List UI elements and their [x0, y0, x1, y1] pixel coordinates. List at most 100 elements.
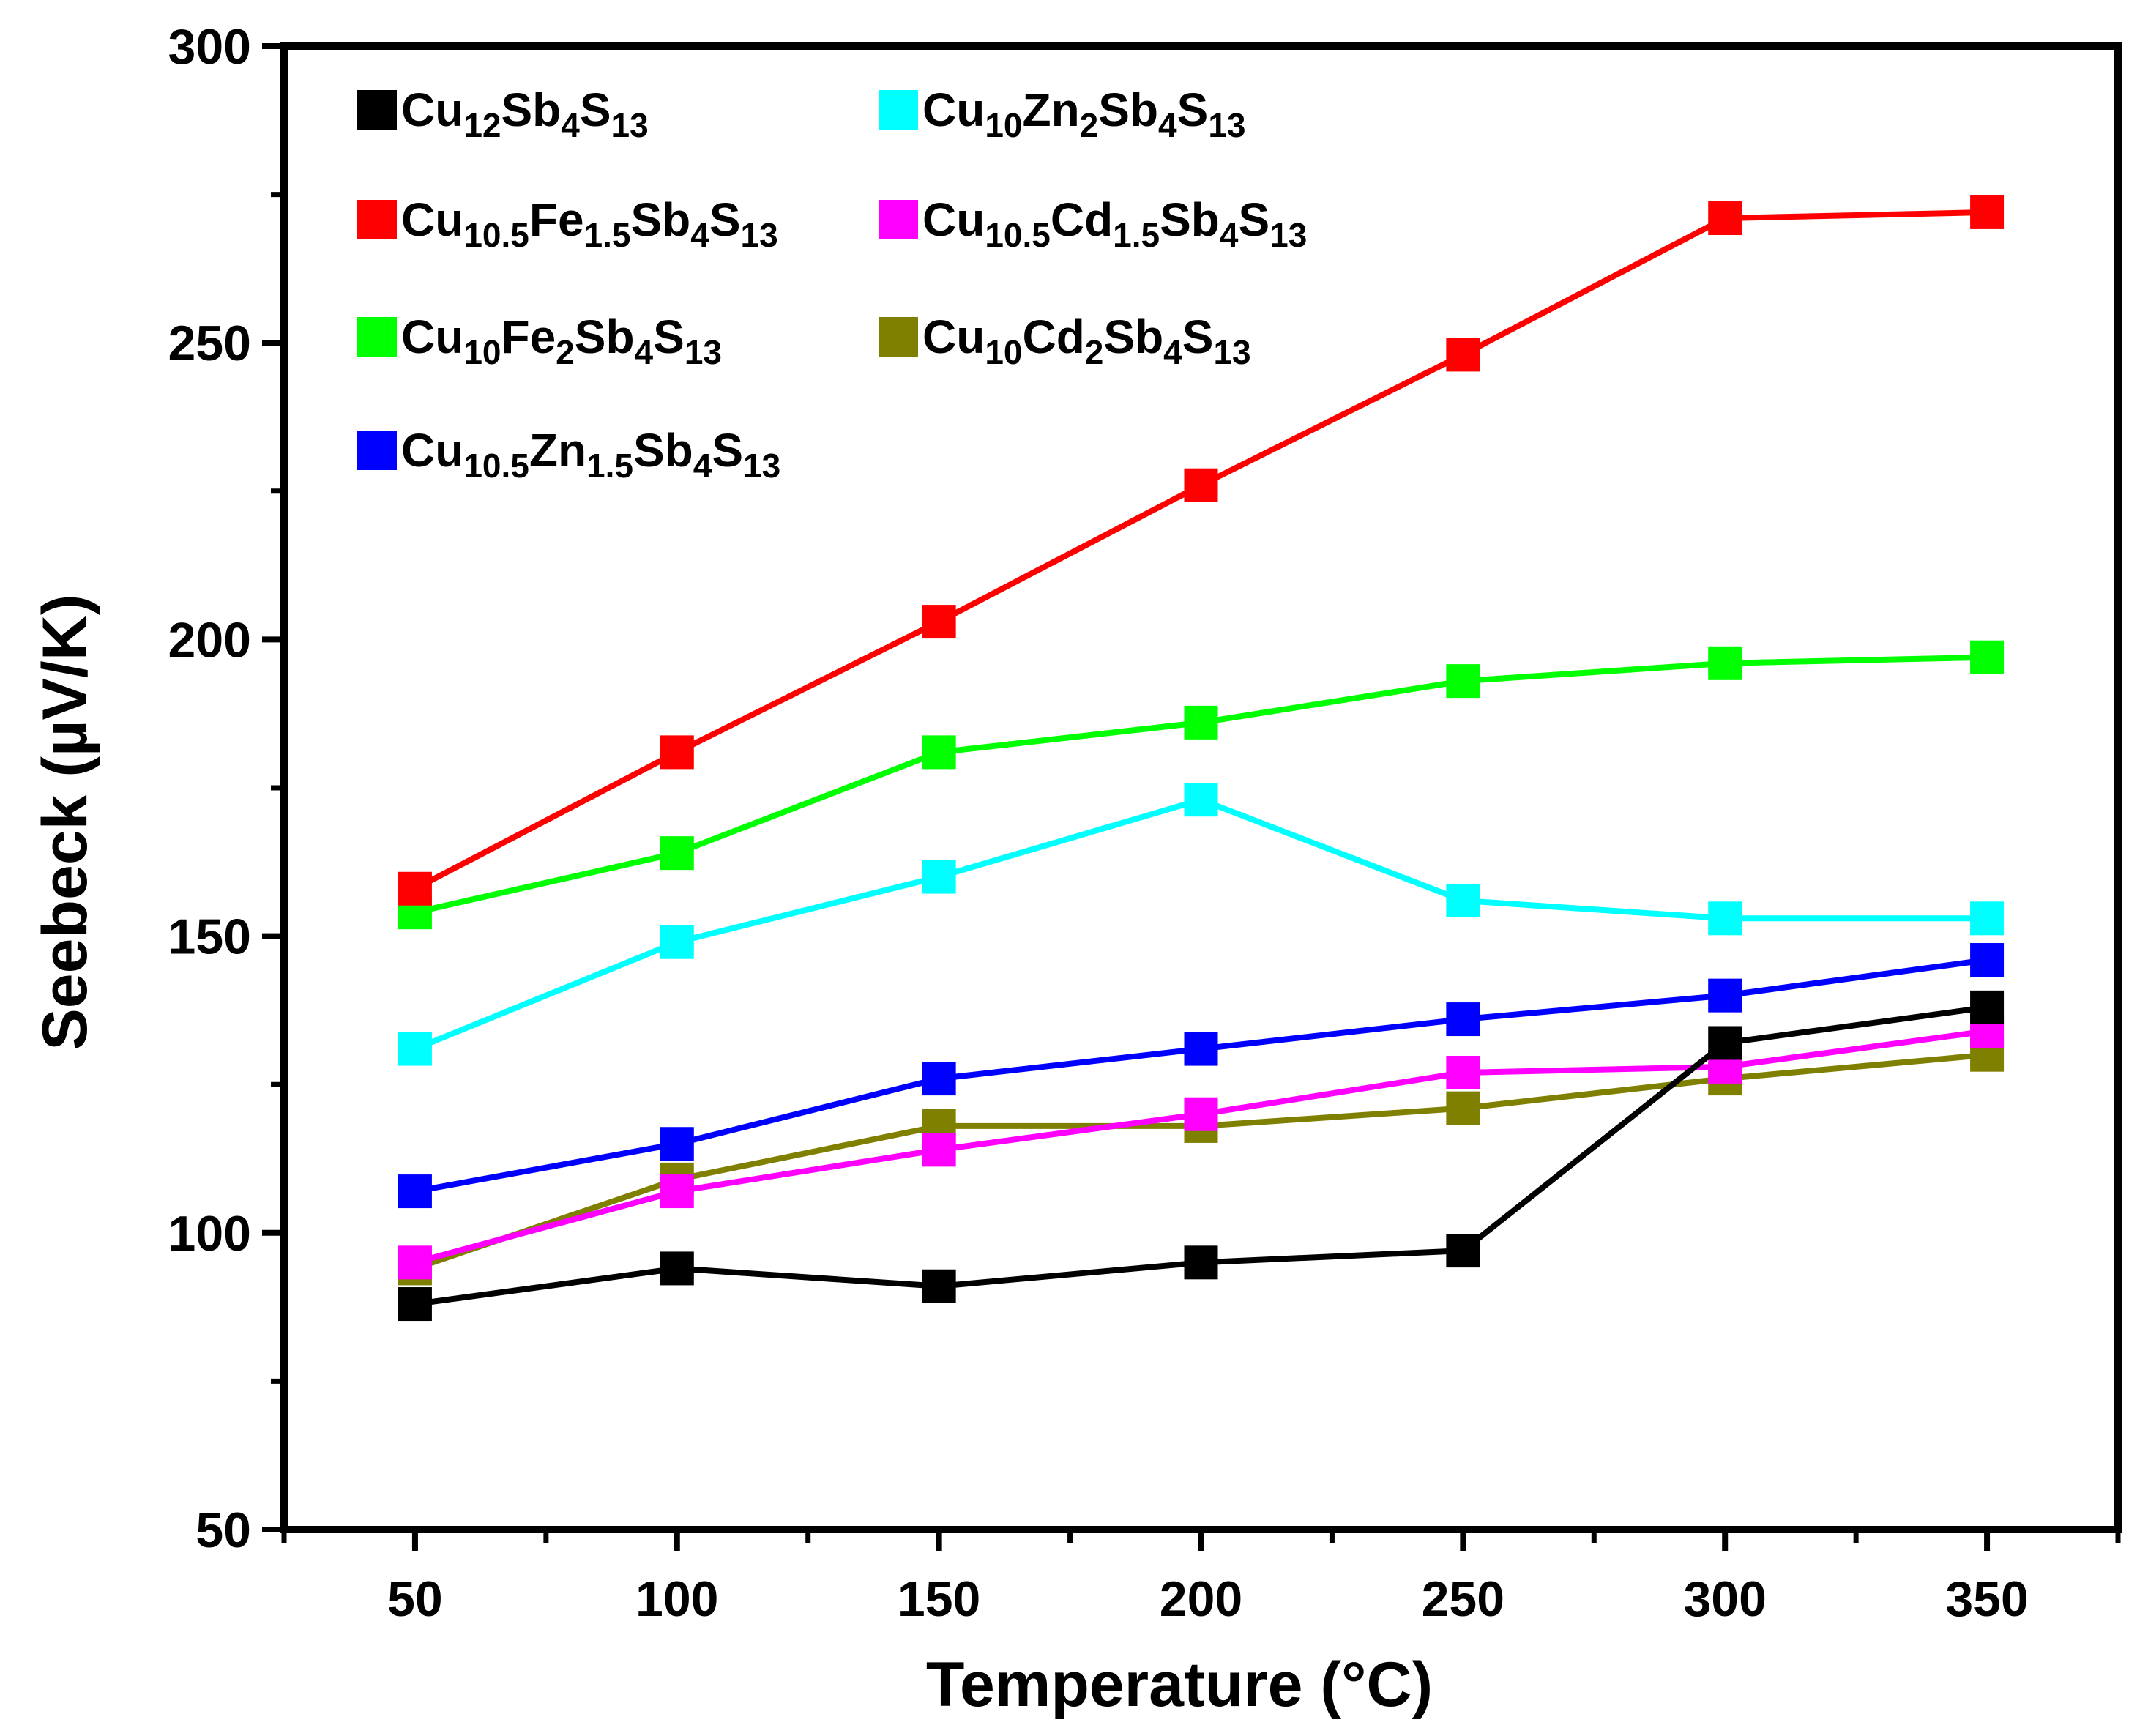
legend-subscript: 13 — [743, 447, 780, 485]
data-point — [398, 1287, 432, 1322]
series-Cu10Zn2Sb4S13 — [398, 783, 2005, 1066]
data-point — [1970, 943, 2005, 977]
y-axis-title: Seebeck (µV/K) — [30, 594, 100, 1050]
y-tick-label: 100 — [168, 1206, 251, 1262]
legend-label: Cu10Fe2Sb4S13 — [401, 310, 722, 371]
legend-subscript: 10 — [985, 333, 1022, 371]
data-point — [1446, 1091, 1480, 1125]
legend-swatch — [879, 200, 918, 239]
legend-subscript: 4 — [1158, 106, 1177, 144]
legend-text-part: S — [1177, 83, 1209, 136]
legend-subscript: 13 — [685, 333, 722, 371]
legend-text-part: Cu — [401, 310, 463, 363]
data-point — [398, 1032, 432, 1066]
legend-text-part: Cu — [401, 193, 463, 246]
legend-subscript: 1.5 — [1113, 216, 1160, 254]
legend-subscript: 2 — [1080, 106, 1099, 144]
legend-text-part: Fe — [501, 310, 556, 363]
data-point — [1970, 640, 2005, 674]
data-point — [922, 735, 956, 770]
data-point — [1184, 468, 1218, 502]
legend-subscript: 2 — [556, 333, 575, 371]
legend-text-part: S — [709, 193, 741, 246]
legend-text-part: Cu — [401, 83, 463, 136]
legend-text-part: S — [712, 424, 743, 477]
data-point — [1446, 664, 1480, 699]
legend-text-part: S — [653, 310, 685, 363]
data-point — [1446, 883, 1480, 917]
legend-subscript: 13 — [611, 106, 649, 144]
legend-swatch — [879, 317, 918, 357]
x-tick-label: 250 — [1422, 1571, 1504, 1627]
legend-text-part: Sb — [1098, 83, 1158, 136]
data-point — [398, 1245, 432, 1280]
legend-text-part: Sb — [501, 83, 561, 136]
series-Cu10Fe2Sb4S13 — [398, 640, 2005, 930]
legend-text-part: Cd — [1051, 193, 1113, 246]
legend-text-part: Cu — [922, 310, 985, 363]
legend-label: Cu12Sb4S13 — [401, 83, 649, 144]
y-tick-label: 250 — [168, 316, 251, 371]
legend-item: Cu10.5Zn1.5Sb4S13 — [357, 424, 780, 485]
legend-item: Cu10.5Fe1.5Sb4S13 — [357, 193, 778, 254]
legend-text-part: Cu — [922, 193, 985, 246]
data-point — [1446, 1055, 1480, 1089]
series-layer — [398, 195, 2005, 1322]
legend-item: Cu10Zn2Sb4S13 — [879, 83, 1246, 144]
legend-text-part: S — [1238, 193, 1269, 246]
legend-subscript: 10.5 — [463, 447, 529, 485]
legend-item: Cu10.5Cd1.5Sb4S13 — [879, 193, 1307, 254]
data-point — [1184, 1245, 1218, 1280]
legend-subscript: 4 — [635, 333, 654, 371]
y-tick-label: 150 — [168, 909, 251, 965]
data-point — [922, 1269, 956, 1303]
legend-swatch — [357, 90, 397, 130]
legend-swatch — [357, 317, 397, 357]
data-point — [1970, 901, 2005, 936]
x-tick-label: 350 — [1945, 1571, 2028, 1627]
legend-text-part: Fe — [529, 193, 584, 246]
series-Cu10.5Cd1.5Sb4S13 — [398, 1014, 2005, 1280]
legend-subscript: 4 — [690, 216, 709, 254]
x-tick-label: 50 — [387, 1571, 443, 1627]
series-Cu12Sb4S13 — [398, 990, 2005, 1322]
legend-text-part: Sb — [633, 424, 693, 477]
legend-text-part: Cu — [922, 83, 985, 136]
data-point — [1184, 783, 1218, 817]
legend-subscript: 4 — [1163, 333, 1182, 371]
data-point — [1184, 1032, 1218, 1066]
legend-swatch — [357, 200, 397, 239]
data-point — [1708, 646, 1742, 680]
legend-text-part: S — [580, 83, 611, 136]
legend-label: Cu10Cd2Sb4S13 — [922, 310, 1251, 371]
data-point — [1184, 1097, 1218, 1131]
data-point — [1446, 1234, 1480, 1268]
data-point — [1184, 705, 1218, 740]
legend-subscript: 13 — [1208, 106, 1245, 144]
data-point — [660, 735, 694, 770]
legend-text-part: S — [1182, 310, 1214, 363]
data-point — [922, 860, 956, 894]
legend-text-part: Sb — [1103, 310, 1163, 363]
legend-item: Cu10Cd2Sb4S13 — [879, 310, 1251, 371]
data-point — [1708, 978, 1742, 1013]
legend-subscript: 4 — [693, 447, 712, 485]
y-tick-label: 200 — [168, 612, 251, 668]
series-Cu10.5Fe1.5Sb4S13 — [398, 195, 2005, 906]
data-point — [1708, 901, 1742, 936]
data-point — [398, 871, 432, 906]
legend-text-part: Zn — [1022, 83, 1079, 136]
legend-subscript: 1.5 — [584, 216, 631, 254]
legend-text-part: Zn — [529, 424, 586, 477]
data-point — [1970, 195, 2005, 229]
x-tick-label: 300 — [1683, 1571, 1766, 1627]
data-point — [1708, 1026, 1742, 1060]
legend-subscript: 2 — [1085, 333, 1104, 371]
series-Cu10.5Zn1.5Sb4S13 — [398, 943, 2005, 1209]
legend-label: Cu10.5Fe1.5Sb4S13 — [401, 193, 778, 254]
legend-subscript: 10.5 — [985, 216, 1051, 254]
data-point — [660, 1174, 694, 1209]
legend-label: Cu10.5Zn1.5Sb4S13 — [401, 424, 780, 485]
